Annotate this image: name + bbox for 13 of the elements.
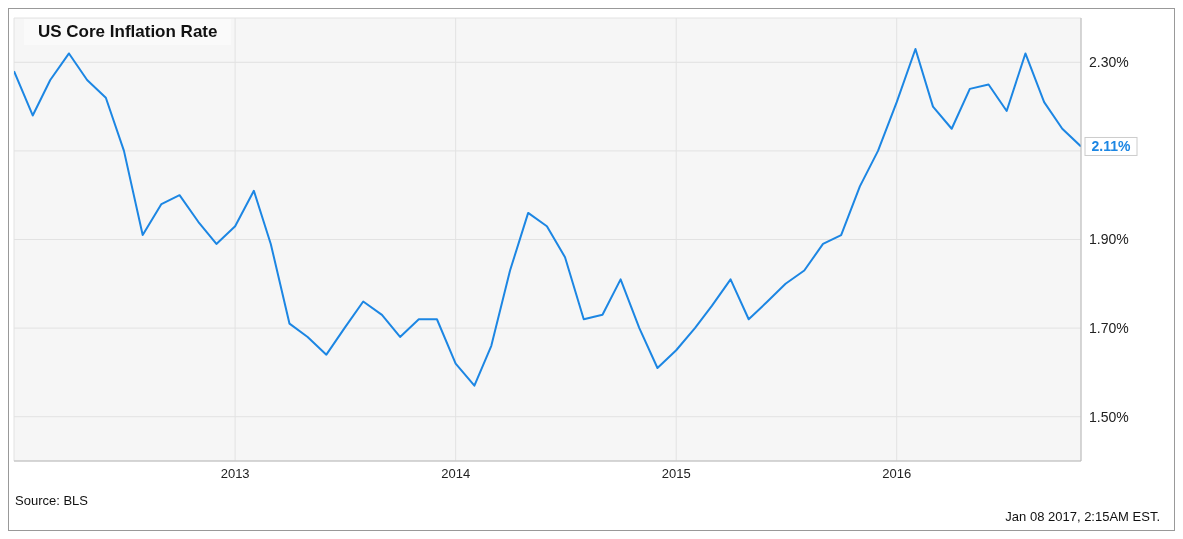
y-tick-label: 1.50%	[1089, 408, 1129, 425]
x-tick-label: 2013	[220, 466, 250, 482]
x-tick-label: 2014	[441, 466, 471, 482]
y-tick-label: 1.90%	[1089, 231, 1129, 248]
x-tick-label: 2016	[882, 466, 912, 482]
chart-title: US Core Inflation Rate	[24, 19, 232, 45]
y-tick-label: 1.70%	[1089, 320, 1129, 337]
line-series	[14, 48, 1081, 387]
y-tick-label: 2.30%	[1089, 54, 1129, 71]
annotation: 2.11%	[1091, 138, 1132, 155]
source-note: Source: BLS	[15, 493, 88, 508]
x-tick-label: 2015	[661, 466, 691, 482]
text: Jan 08 2017, 2:15AM EST.	[1005, 509, 1160, 524]
